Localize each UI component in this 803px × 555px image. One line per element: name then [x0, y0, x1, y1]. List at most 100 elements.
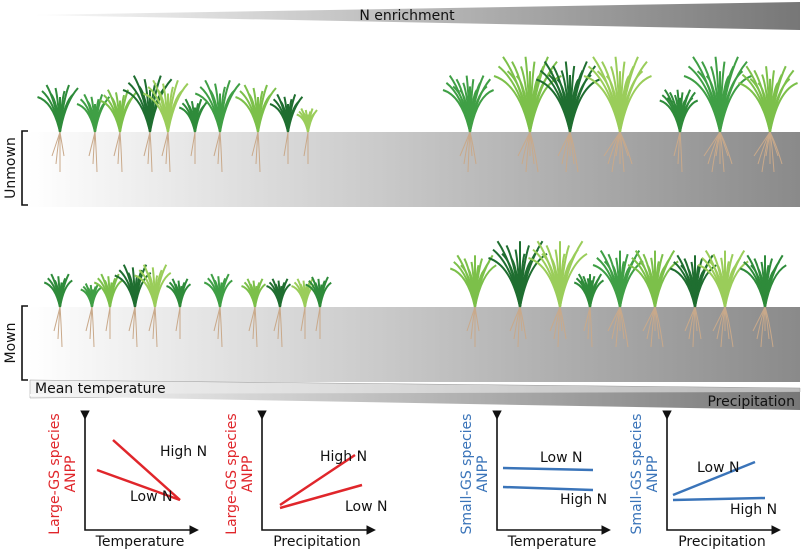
trend-line — [672, 496, 766, 502]
leaf — [59, 87, 79, 133]
plant — [697, 250, 749, 348]
plant — [669, 254, 717, 348]
n-wedge — [35, 2, 800, 30]
root — [279, 306, 283, 348]
plant — [305, 276, 332, 339]
root — [119, 131, 123, 173]
plants — [37, 56, 798, 348]
axes — [257, 410, 376, 535]
leaf — [167, 82, 189, 133]
plant — [627, 250, 679, 348]
leaf — [279, 283, 292, 308]
plant — [166, 278, 192, 339]
root — [769, 131, 783, 165]
y-label: Large-GS species — [224, 413, 240, 534]
plant — [266, 278, 292, 348]
y-unit: ANPP — [63, 456, 79, 493]
plant — [142, 79, 189, 173]
root — [149, 131, 153, 173]
soil-mown — [28, 307, 800, 382]
line-label: High N — [160, 444, 207, 460]
root — [619, 131, 633, 165]
line-label: Low N — [540, 450, 583, 466]
plant — [449, 254, 497, 347]
leaf — [154, 271, 172, 308]
root — [219, 131, 223, 173]
root — [694, 306, 702, 340]
row-label: Mown — [3, 323, 19, 364]
leaf — [474, 264, 497, 308]
plant — [37, 84, 79, 172]
axes — [662, 410, 781, 535]
plant — [296, 108, 318, 164]
leaf — [469, 89, 495, 133]
leaf — [194, 100, 209, 133]
plant — [80, 283, 102, 348]
plant — [659, 89, 699, 173]
trend-line — [96, 468, 181, 502]
trend-line — [502, 466, 594, 472]
leaf — [769, 82, 798, 133]
plant — [43, 273, 73, 348]
root — [94, 131, 98, 173]
title: N enrichment — [359, 8, 455, 24]
leaf — [254, 283, 267, 308]
leaf — [257, 87, 277, 133]
root — [719, 131, 733, 165]
root — [134, 306, 138, 348]
leaf — [91, 287, 102, 308]
root — [154, 306, 158, 348]
bracket — [21, 130, 28, 206]
precip-wedge — [30, 392, 800, 410]
plant — [269, 93, 304, 164]
row-label: Unmown — [3, 137, 19, 199]
plant — [442, 75, 495, 173]
plant — [488, 240, 548, 348]
trend-line — [279, 453, 356, 507]
plant — [583, 56, 652, 173]
root — [679, 131, 683, 173]
trend-line — [112, 439, 181, 501]
line-label: Low N — [345, 499, 388, 515]
line-label: High N — [320, 449, 367, 465]
plant — [134, 264, 172, 348]
y-label: Small-GS species — [629, 414, 645, 535]
leaf — [219, 82, 241, 133]
leaf — [287, 96, 304, 133]
root — [59, 131, 65, 157]
leaf — [59, 279, 73, 308]
trend-line — [502, 485, 594, 492]
soil-unmown — [28, 132, 800, 207]
plant — [235, 84, 277, 173]
axes — [80, 410, 199, 535]
root — [559, 306, 567, 340]
line-label: Low N — [130, 489, 173, 505]
plant — [738, 65, 798, 173]
plant — [203, 273, 233, 348]
leaf — [319, 281, 332, 308]
plant — [241, 278, 267, 348]
root — [724, 306, 734, 348]
plant — [739, 254, 787, 348]
plant — [194, 79, 241, 173]
leaf — [219, 279, 233, 308]
root — [59, 306, 63, 348]
root — [91, 306, 95, 348]
x-label: Precipitation — [678, 534, 766, 550]
root — [167, 131, 171, 173]
leaf — [569, 78, 600, 133]
root — [569, 131, 579, 173]
trend-line — [672, 460, 756, 497]
y-unit: ANPP — [475, 456, 491, 493]
leaf — [109, 279, 123, 308]
x-label: Temperature — [507, 534, 597, 550]
x-label: Temperature — [95, 534, 185, 550]
axes — [492, 410, 611, 535]
root — [254, 306, 258, 348]
leaf — [307, 109, 318, 133]
root — [619, 306, 629, 348]
plant — [592, 250, 644, 348]
gradient-label: Mean temperature — [35, 381, 166, 397]
root — [529, 131, 539, 173]
